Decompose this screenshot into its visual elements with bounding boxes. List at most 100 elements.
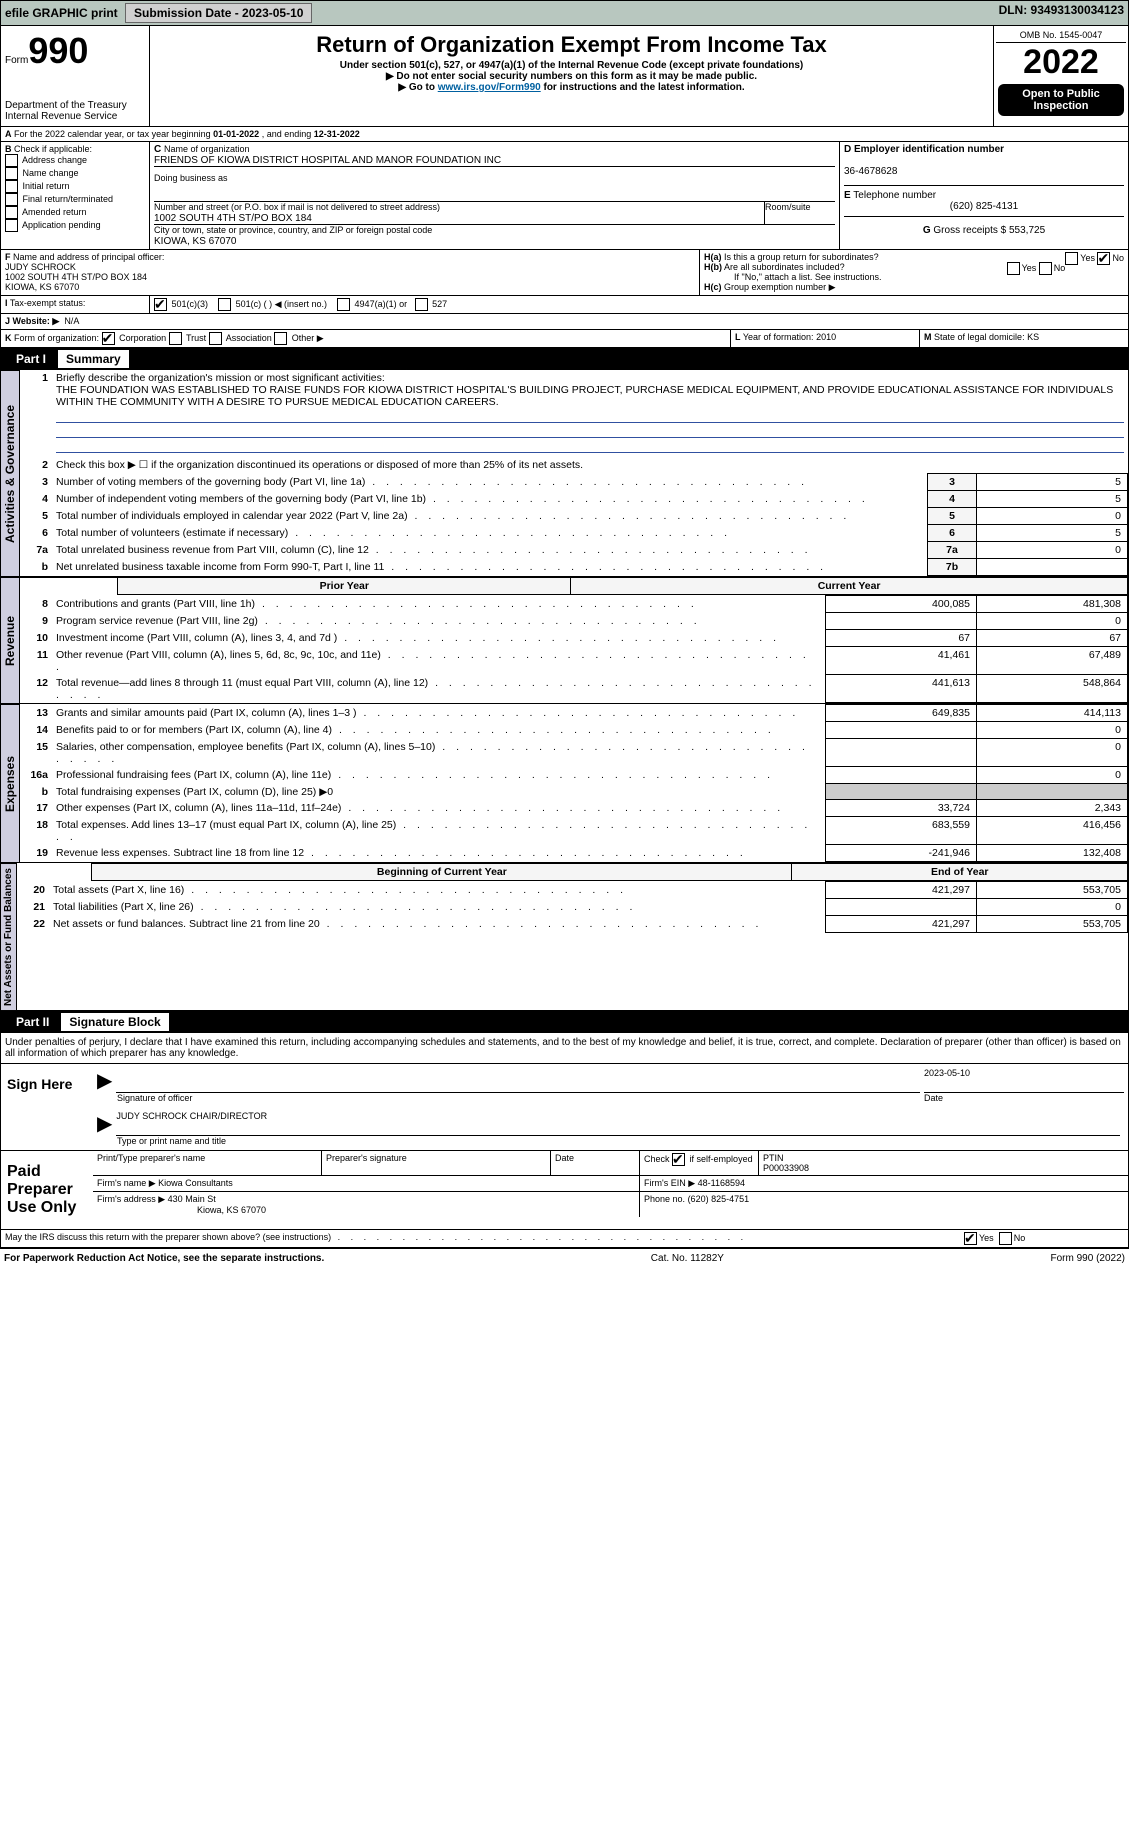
summary-line: 9Program service revenue (Part VIII, lin… [20, 613, 1128, 630]
501c-checkbox[interactable] [218, 298, 231, 311]
revenue-section: Revenue Prior YearCurrent Year 8Contribu… [0, 577, 1129, 704]
summary-line: 10Investment income (Part VIII, column (… [20, 630, 1128, 647]
ein-lbl: Firm's EIN ▶ [644, 1178, 695, 1188]
name-change-checkbox[interactable] [5, 167, 18, 180]
page-footer: For Paperwork Reduction Act Notice, see … [0, 1248, 1129, 1268]
summary-line: 18Total expenses. Add lines 13–17 (must … [20, 817, 1128, 845]
summary-line: 3Number of voting members of the governi… [20, 474, 1128, 491]
state-domicile: KS [1027, 332, 1039, 342]
corp-checkbox[interactable] [102, 332, 115, 345]
ag-tab: Activities & Governance [1, 370, 20, 576]
print-name-lbl: Type or print name and title [97, 1136, 1124, 1146]
sub3-pre: ▶ Go to [398, 82, 437, 93]
firm-name: Kiowa Consultants [158, 1178, 233, 1188]
mission-text: THE FOUNDATION WAS ESTABLISHED TO RAISE … [56, 384, 1113, 408]
summary-line: 21Total liabilities (Part X, line 26)0 [17, 899, 1128, 916]
ha-lbl: Is this a group return for subordinates? [724, 252, 879, 262]
summary-line: 19Revenue less expenses. Subtract line 1… [20, 845, 1128, 862]
summary-line: 20Total assets (Part X, line 16)421,2975… [17, 882, 1128, 899]
arrow-icon: ▶ [97, 1068, 112, 1093]
form-prefix: Form [5, 55, 28, 66]
discuss-text: May the IRS discuss this return with the… [5, 1232, 331, 1242]
tax-year-end: 12-31-2022 [314, 129, 360, 139]
527-checkbox[interactable] [415, 298, 428, 311]
firm-ein: 48-1168594 [698, 1178, 745, 1188]
instructions-link[interactable]: www.irs.gov/Form990 [438, 82, 541, 93]
hb-no[interactable] [1039, 262, 1052, 275]
f-h-block: F Name and address of principal officer:… [0, 250, 1129, 296]
g-lbl: Gross receipts $ [933, 225, 1006, 236]
irs-label: Internal Revenue Service [5, 111, 145, 122]
hb-yes[interactable] [1007, 262, 1020, 275]
j-lbl: Website: ▶ [13, 316, 60, 326]
efile-label: efile GRAPHIC print [5, 6, 118, 20]
top-bar: efile GRAPHIC print Submission Date - 20… [0, 0, 1129, 26]
m-lbl: State of legal domicile: [934, 332, 1025, 342]
application-pending-checkbox[interactable] [5, 219, 18, 232]
line-klm: K Form of organization: Corporation Trus… [0, 330, 1129, 348]
date-lbl: Date [924, 1093, 1124, 1103]
hc-lbl: Group exemption number ▶ [724, 282, 835, 292]
form-number-cell: Form990 Department of the Treasury Inter… [1, 26, 150, 126]
4947-checkbox[interactable] [337, 298, 350, 311]
org-info-block: B Check if applicable: Address change Na… [0, 142, 1129, 250]
phone: (620) 825-4131 [844, 201, 1124, 212]
summary-line: 13Grants and similar amounts paid (Part … [20, 705, 1128, 722]
officer-print-name: JUDY SCHROCK CHAIR/DIRECTOR [116, 1111, 1120, 1136]
perjury-declaration: Under penalties of perjury, I declare th… [0, 1033, 1129, 1064]
summary-line: 15Salaries, other compensation, employee… [20, 739, 1128, 767]
net-tab: Net Assets or Fund Balances [1, 863, 17, 1010]
other-checkbox[interactable] [274, 332, 287, 345]
address-change-checkbox[interactable] [5, 154, 18, 167]
ha-yes[interactable] [1065, 252, 1078, 265]
line-a: A For the 2022 calendar year, or tax yea… [0, 127, 1129, 142]
line-a-mid: , and ending [259, 129, 314, 139]
prep-h2: Preparer's signature [322, 1151, 551, 1176]
discuss-no[interactable] [999, 1232, 1012, 1245]
sub3-post: for instructions and the latest informat… [541, 82, 745, 93]
website: N/A [64, 316, 79, 326]
part-ii-header: Part IISignature Block [0, 1011, 1129, 1033]
amended-return-checkbox[interactable] [5, 206, 18, 219]
final-return-checkbox[interactable] [5, 193, 18, 206]
year-cell: OMB No. 1545-0047 2022 Open to Public In… [993, 26, 1128, 126]
summary-line: 14Benefits paid to or for members (Part … [20, 722, 1128, 739]
subtitle-2: ▶ Do not enter social security numbers o… [154, 71, 989, 82]
e-lbl: Telephone number [853, 190, 936, 201]
assoc-checkbox[interactable] [209, 332, 222, 345]
k-lbl: Form of organization: [14, 333, 99, 343]
summary-line: 6Total number of volunteers (estimate if… [20, 525, 1128, 542]
submission-date-button[interactable]: Submission Date - 2023-05-10 [125, 3, 312, 23]
form-title: Return of Organization Exempt From Incom… [154, 32, 989, 58]
trust-checkbox[interactable] [169, 332, 182, 345]
form-number: 990 [28, 30, 88, 71]
officer-addr: 1002 SOUTH 4TH ST/PO BOX 184 [5, 272, 147, 282]
discuss-yes[interactable] [964, 1232, 977, 1245]
summary-line: 5Total number of individuals employed in… [20, 508, 1128, 525]
self-employed-checkbox[interactable] [672, 1153, 685, 1166]
dba-lbl: Doing business as [154, 173, 228, 183]
summary-line: 17Other expenses (Part IX, column (A), l… [20, 800, 1128, 817]
line-j: J Website: ▶ N/A [0, 314, 1129, 330]
ptin: P00033908 [763, 1163, 809, 1173]
sign-here-block: Sign Here ▶ 2023-05-10 Signature of offi… [0, 1064, 1129, 1151]
paid-preparer-label: Paid Preparer Use Only [1, 1151, 93, 1229]
f-lbl: Name and address of principal officer: [13, 252, 164, 262]
ein: 36-4678628 [844, 166, 897, 177]
officer-name: JUDY SCHROCK [5, 262, 76, 272]
tax-year: 2022 [996, 43, 1126, 82]
501c3-checkbox[interactable] [154, 298, 167, 311]
summary-line: bTotal fundraising expenses (Part IX, co… [20, 784, 1128, 800]
initial-return-checkbox[interactable] [5, 180, 18, 193]
sig-officer-lbl: Signature of officer [117, 1093, 924, 1103]
col-c: C Name of organizationFRIENDS OF KIOWA D… [150, 142, 840, 249]
firm-phone: (620) 825-4751 [688, 1194, 750, 1204]
footer-mid: Cat. No. 11282Y [651, 1253, 724, 1264]
hb-lbl: Are all subordinates included? [724, 262, 845, 272]
gross-receipts: 553,725 [1009, 225, 1045, 236]
summary-line: 7aTotal unrelated business revenue from … [20, 542, 1128, 559]
ha-no[interactable] [1097, 252, 1110, 265]
d-lbl: Employer identification number [854, 144, 1004, 155]
b-label: Check if applicable: [14, 144, 92, 154]
officer-city: KIOWA, KS 67070 [5, 282, 79, 292]
